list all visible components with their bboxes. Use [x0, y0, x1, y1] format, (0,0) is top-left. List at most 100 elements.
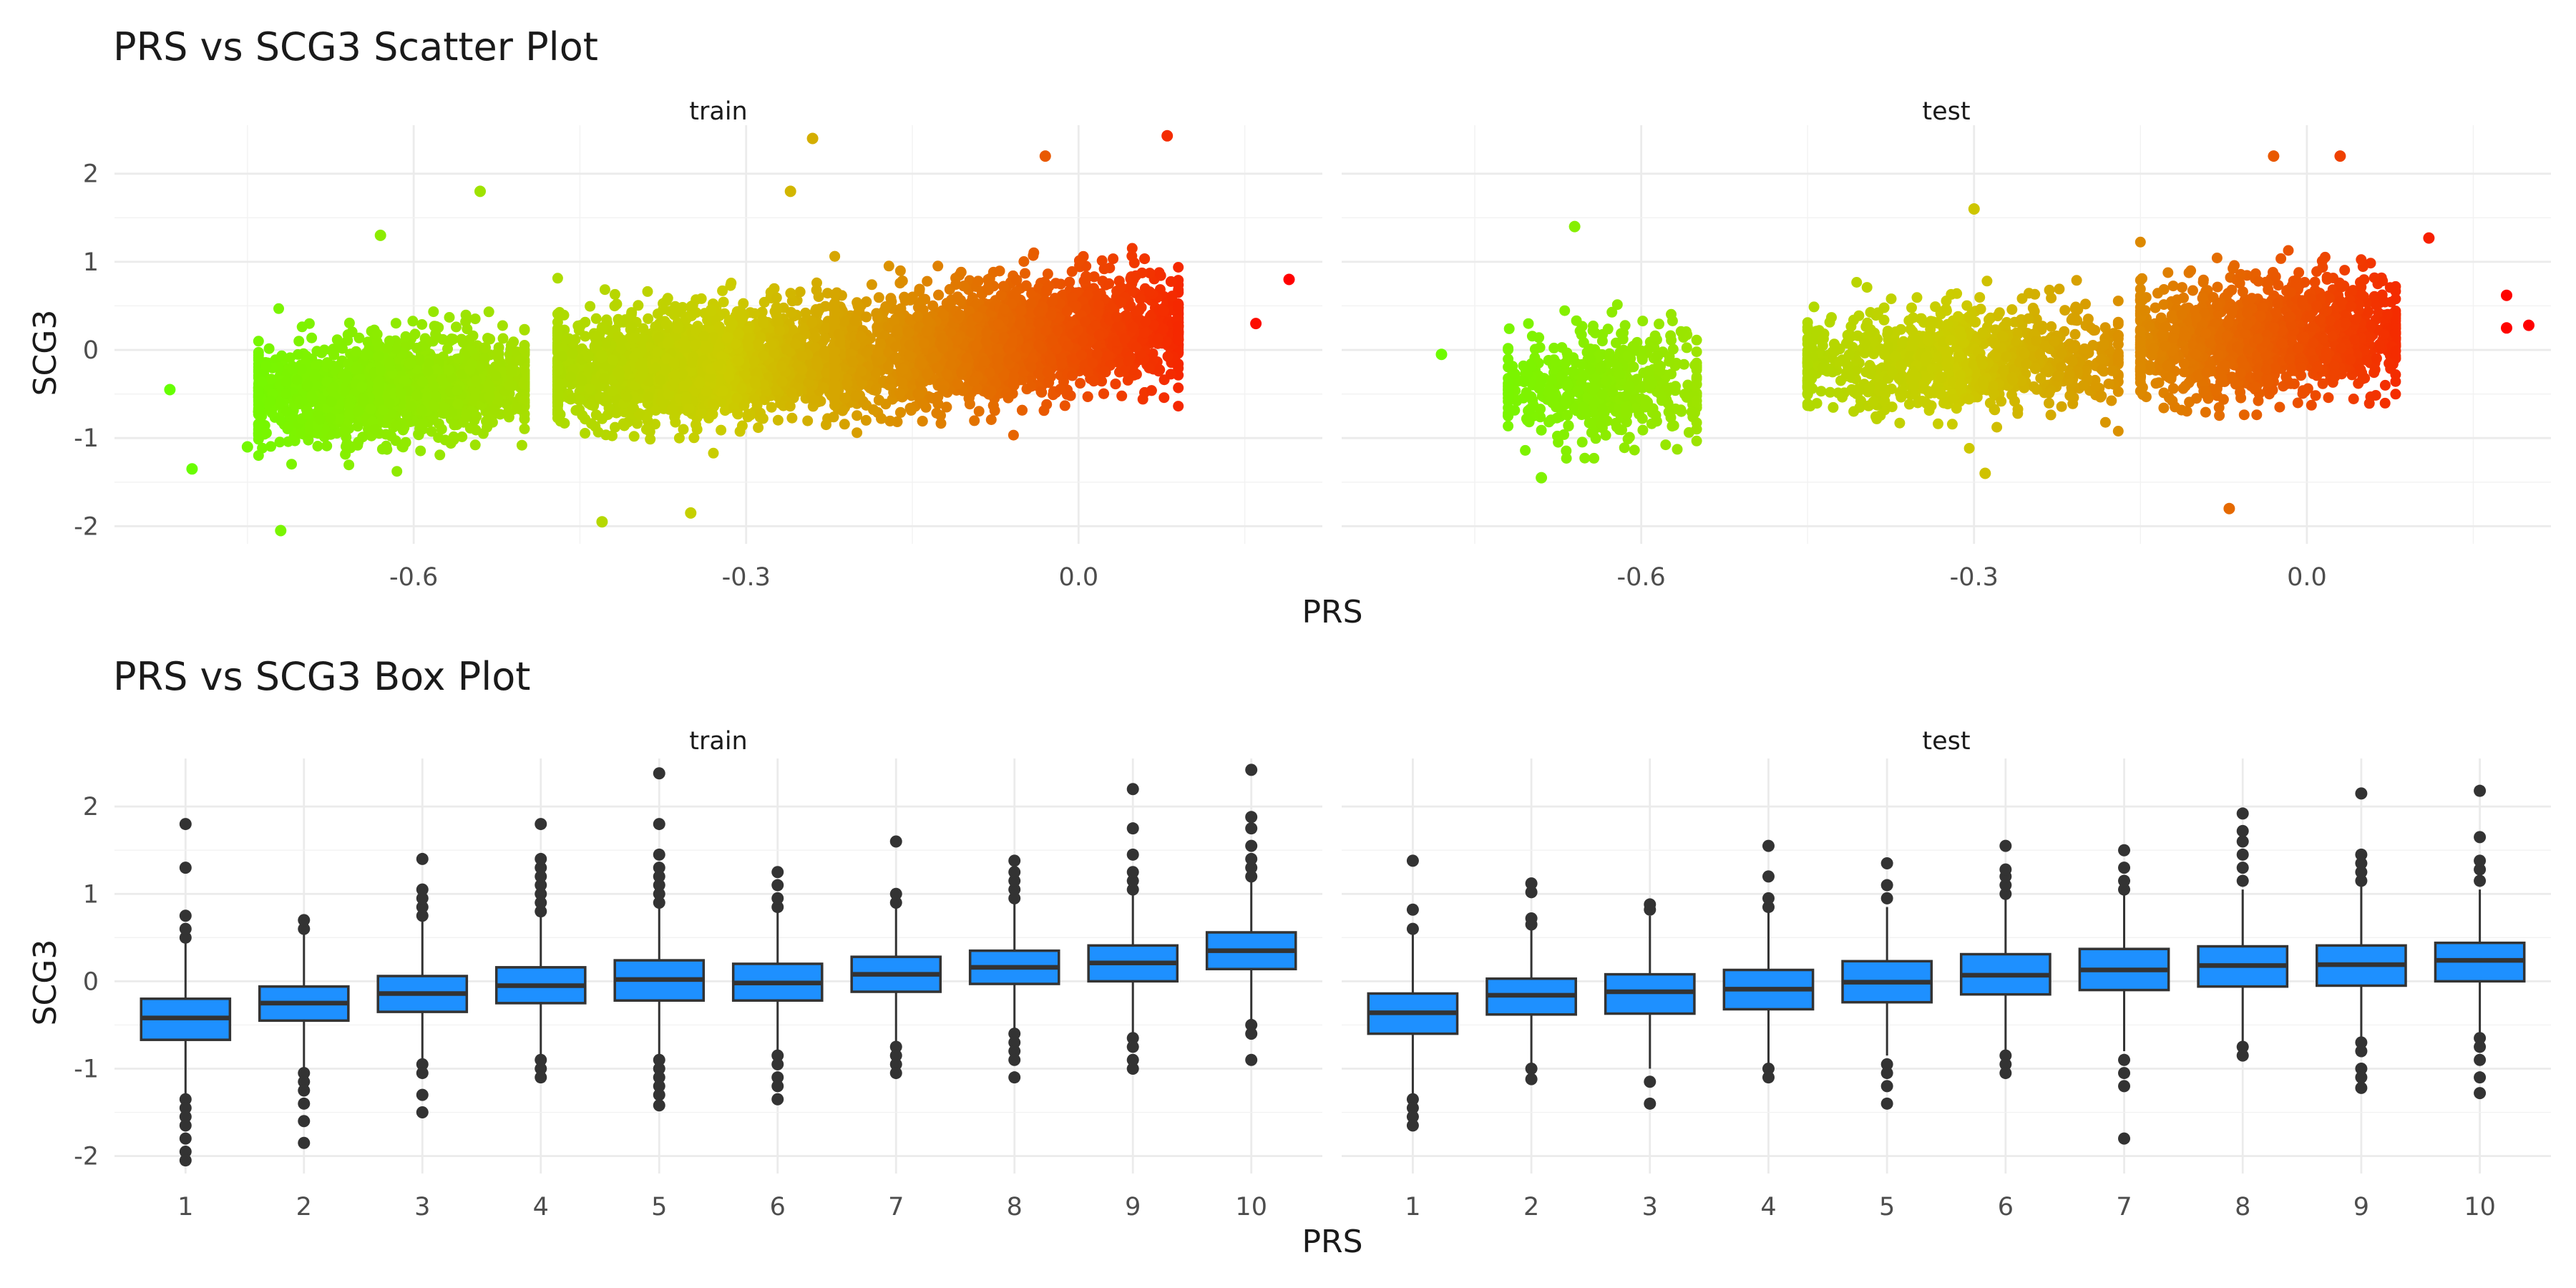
- scatter-point: [772, 414, 784, 426]
- scatter-point: [429, 401, 440, 412]
- scatter-point: [616, 334, 628, 346]
- scatter-point: [291, 374, 303, 386]
- scatter-point: [596, 322, 608, 333]
- scatter-point: [643, 313, 654, 324]
- scatter-point: [461, 409, 472, 420]
- scatter-point: [796, 351, 808, 362]
- scatter-point: [651, 346, 663, 358]
- scatter-point: [560, 333, 572, 345]
- scatter-point: [811, 277, 822, 288]
- scatter-point: [340, 386, 351, 398]
- scatter-point: [373, 351, 384, 362]
- scatter-point: [314, 414, 326, 425]
- scatter-point: [652, 308, 663, 320]
- scatter-point: [694, 378, 705, 389]
- scatter-point: [691, 424, 703, 435]
- scatter-point: [519, 344, 530, 356]
- scatter-point: [484, 391, 495, 402]
- scatter-point: [280, 376, 292, 388]
- scatter-point: [628, 431, 640, 442]
- scatter-point: [766, 401, 777, 413]
- scatter-point: [411, 389, 423, 401]
- scatter-point: [456, 333, 467, 345]
- scatter-point: [456, 369, 467, 380]
- scatter-point: [686, 301, 697, 312]
- scatter-train-y-tick-label: 2: [83, 160, 99, 189]
- scatter-point: [409, 328, 421, 340]
- scatter-point: [718, 385, 729, 396]
- scatter-point: [633, 300, 644, 311]
- scatter-point: [723, 371, 735, 382]
- scatter-point: [590, 337, 602, 348]
- scatter-point: [640, 424, 652, 435]
- scatter-point: [253, 336, 264, 347]
- scatter-point: [794, 286, 806, 298]
- scatter-point: [595, 349, 607, 361]
- scatter-point: [417, 418, 429, 429]
- scatter-point: [558, 309, 570, 321]
- scatter-point: [352, 421, 364, 432]
- scatter-train-points: [164, 130, 1295, 537]
- scatter-point: [610, 421, 620, 433]
- scatter-point: [552, 325, 563, 336]
- scatter-point: [650, 405, 661, 416]
- scatter-point: [662, 338, 673, 349]
- scatter-point: [567, 348, 578, 359]
- scatter-point: [1059, 400, 1070, 411]
- scatter-point: [597, 413, 608, 424]
- scatter-point: [770, 384, 781, 396]
- scatter-point: [414, 354, 425, 366]
- scatter-point: [935, 418, 947, 429]
- scatter-point: [260, 360, 272, 371]
- scatter-point: [516, 439, 527, 451]
- scatter-point: [384, 397, 395, 409]
- scatter-point: [310, 361, 321, 371]
- scatter-point: [407, 316, 419, 327]
- scatter-point: [637, 357, 648, 369]
- scatter-point: [802, 415, 814, 426]
- scatter-point: [733, 355, 744, 366]
- scatter-point: [786, 412, 798, 424]
- scatter-point: [431, 364, 442, 375]
- scatter-point: [274, 398, 286, 409]
- scatter-point: [353, 332, 365, 343]
- scatter-point: [448, 431, 459, 442]
- scatter-point: [395, 387, 406, 399]
- scatter-point: [308, 394, 319, 404]
- scatter-point: [629, 332, 640, 343]
- scatter-point: [672, 323, 683, 334]
- scatter-point: [436, 424, 447, 435]
- scatter-point: [451, 321, 462, 333]
- scatter-point: [340, 426, 351, 437]
- scatter-point: [511, 402, 522, 414]
- scatter-point: [781, 343, 792, 355]
- scatter-point: [736, 383, 747, 394]
- scatter-point: [750, 379, 761, 389]
- scatter-point: [758, 350, 769, 361]
- scatter-point: [590, 313, 602, 324]
- scatter-point: [508, 336, 519, 348]
- scatter-point: [678, 424, 689, 435]
- scatter-point: [583, 351, 595, 362]
- scatter-point: [287, 363, 298, 374]
- scatter-point: [811, 356, 822, 367]
- scatter-point: [260, 427, 272, 439]
- scatter-point: [584, 383, 595, 394]
- scatter-point: [417, 376, 428, 388]
- scatter-point: [276, 350, 288, 361]
- scatter-point: [333, 414, 345, 424]
- scatter-point: [480, 342, 491, 353]
- scatter-point: [357, 393, 369, 404]
- scatter-point: [443, 364, 454, 376]
- scatter-point: [369, 424, 381, 435]
- scatter-point: [732, 409, 743, 420]
- scatter-point: [643, 391, 654, 402]
- scatter-point: [470, 424, 482, 436]
- scatter-point: [265, 441, 276, 452]
- scatter-train-y-tick-label: 1: [83, 248, 99, 277]
- scatter-point: [585, 301, 596, 312]
- scatter-point: [353, 406, 364, 417]
- scatter-point: [470, 387, 482, 399]
- scatter-point: [713, 360, 723, 371]
